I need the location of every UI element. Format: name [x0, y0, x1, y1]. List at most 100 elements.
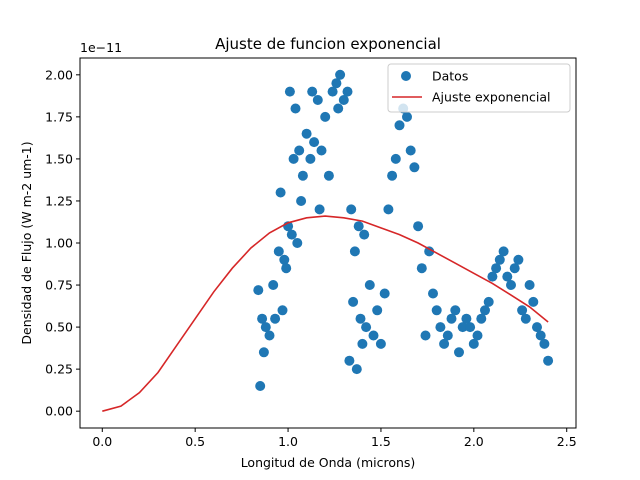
scatter-point: [305, 153, 316, 164]
scatter-point: [277, 305, 288, 316]
scatter-point: [513, 254, 524, 265]
scatter-point: [273, 246, 284, 257]
scatter-point: [361, 322, 372, 333]
legend-marker-datos: [401, 71, 411, 81]
scatter-point: [498, 246, 509, 257]
scatter-point: [454, 347, 464, 358]
scatter-point: [312, 95, 323, 105]
scatter-point: [338, 95, 349, 105]
scatter-point: [255, 381, 266, 391]
y-tick-label: 2.00: [45, 67, 73, 82]
scatter-point: [461, 313, 472, 324]
scatter-point: [286, 229, 297, 240]
scatter-point: [333, 103, 344, 114]
x-tick-label: 2.5: [557, 434, 577, 449]
scatter-point: [264, 330, 275, 341]
scatter-point: [296, 196, 307, 206]
y-tick-label: 0.25: [45, 362, 73, 377]
legend-label-ajuste: Ajuste exponencial: [432, 90, 551, 105]
scatter-point: [290, 103, 301, 114]
x-tick-label: 1.5: [371, 434, 391, 449]
scatter-point: [520, 313, 531, 324]
scatter-point: [331, 78, 342, 89]
scatter-point: [543, 355, 554, 366]
scatter-point: [342, 86, 353, 97]
scatter-point: [355, 313, 366, 324]
scatter-point: [359, 229, 370, 240]
scatter-point: [487, 271, 498, 282]
scatter-point: [353, 221, 364, 232]
scatter-point: [344, 355, 355, 366]
scatter-point: [297, 170, 308, 181]
scatter-point: [346, 204, 357, 215]
scatter-point: [472, 330, 483, 341]
scatter-point: [375, 338, 386, 349]
scatter-point: [539, 338, 550, 349]
scatter-point: [532, 322, 542, 333]
scatter-point: [307, 86, 318, 97]
scatter-point: [431, 305, 442, 316]
scatter-point: [528, 296, 539, 307]
scatter-point: [535, 330, 546, 341]
scatter-point: [390, 153, 401, 164]
legend-label-datos: Datos: [432, 69, 468, 84]
scatter-point: [480, 305, 490, 316]
scatter-point: [316, 145, 327, 156]
y-axis: 0.00 0.25 0.50 0.75 1.00 1.25 1.50 1.75 2.00: [45, 67, 80, 419]
scatter-point: [327, 86, 338, 97]
scatter-point: [253, 285, 264, 296]
y-tick-label: 0.50: [45, 320, 73, 335]
y-tick-label: 1.50: [45, 151, 73, 166]
scatter-point: [309, 137, 320, 148]
scatter-point: [364, 280, 375, 290]
y-tick-label: 0.00: [45, 404, 73, 419]
scatter-point: [424, 246, 435, 257]
scatter-point: [394, 120, 405, 131]
fit-line: [102, 215, 549, 412]
scatter-point: [413, 221, 424, 232]
scatter-point: [279, 254, 290, 265]
scatter-point: [506, 280, 516, 290]
scatter-point: [284, 86, 295, 97]
scatter-point: [301, 128, 312, 139]
scatter-point: [446, 313, 457, 324]
scatter-point: [387, 170, 398, 181]
scatter-point: [372, 305, 383, 316]
scatter-point: [428, 288, 438, 299]
scatter-point: [450, 305, 461, 316]
scatter-point: [335, 69, 346, 80]
scatter-point: [517, 305, 528, 316]
scatter-point: [439, 338, 450, 349]
scatter-point: [281, 263, 292, 274]
x-tick-label: 1.0: [278, 434, 298, 449]
scatter-point: [409, 162, 420, 173]
scatter-point: [457, 322, 468, 333]
scatter-point: [348, 296, 359, 307]
scatter-point: [270, 313, 281, 324]
scatter-point: [465, 322, 476, 333]
scatter-point: [416, 263, 427, 274]
x-axis: 0.0 0.5 1.0 1.5 2.0 2.5: [92, 428, 577, 449]
scatter-point: [320, 111, 331, 122]
y-tick-label: 1.00: [45, 236, 73, 251]
x-tick-label: 0.0: [92, 434, 112, 449]
scatter-point: [292, 238, 303, 248]
scatter-point: [368, 330, 379, 341]
y-tick-label: 1.75: [45, 109, 73, 124]
scatter-point: [323, 170, 334, 181]
scatter-point: [258, 347, 269, 358]
scatter-point: [275, 187, 286, 198]
x-tick-label: 0.5: [185, 434, 205, 449]
scatter-point: [257, 313, 268, 324]
scatter-point: [294, 145, 305, 156]
scatter-point: [351, 364, 362, 375]
scatter-point: [260, 322, 271, 333]
plot-area: [102, 69, 554, 412]
scatter-point: [357, 338, 368, 349]
scatter-point: [288, 153, 299, 164]
scatter-point: [379, 288, 390, 299]
scatter-point: [402, 111, 412, 122]
scatter-point: [491, 263, 502, 274]
scatter-point: [268, 280, 279, 290]
scatter-point: [383, 204, 394, 215]
